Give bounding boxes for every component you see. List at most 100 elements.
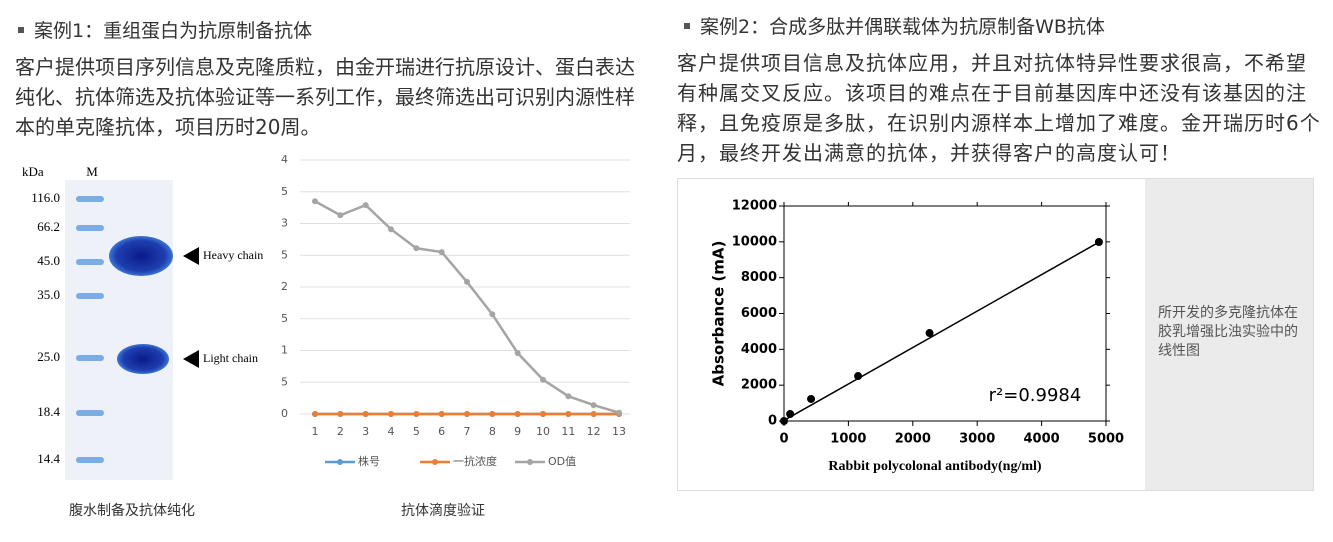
trendline (783, 241, 1100, 422)
point (854, 372, 863, 381)
marker-label: 116.0 (31, 190, 60, 205)
y-tick-label: 5 (281, 312, 288, 325)
point (786, 410, 795, 419)
point (1094, 238, 1103, 247)
bullet (684, 22, 690, 29)
point (312, 411, 318, 417)
point (616, 409, 622, 416)
point (489, 411, 496, 417)
point (438, 411, 445, 417)
x-axis-label: Rabbit polycolonal antibody(ng/ml) (828, 459, 1041, 474)
y-tick-label: 6000 (741, 306, 777, 321)
point (388, 226, 394, 233)
side-text: 所开发的多克隆抗体在胶乳增强比浊实验中的线性图 (1158, 305, 1298, 359)
point (514, 350, 521, 357)
point (337, 212, 344, 219)
light-label: Light chain (203, 351, 258, 365)
x-tick-label: 1 (312, 425, 319, 438)
marker-band (76, 457, 104, 463)
series-line (314, 200, 620, 414)
marker-label: 25.0 (37, 349, 60, 364)
x-tick-label: 8 (489, 425, 496, 438)
lane-label: M (86, 164, 98, 179)
x-tick-label: 10 (536, 425, 550, 438)
legend-swatch (337, 459, 343, 465)
y-tick-label: 0 (281, 407, 288, 420)
point (312, 198, 318, 205)
x-tick-label: 2 (337, 425, 344, 438)
x-tick-label: 1000 (830, 432, 866, 447)
case-title: 案例1：重组蛋白为抗原制备抗体 (18, 16, 312, 43)
x-tick-label: 4 (388, 425, 395, 438)
x-tick-label: 6 (438, 425, 445, 438)
x-tick-label: 9 (514, 425, 521, 438)
arrow (183, 350, 199, 368)
y-tick-label: 2000 (741, 378, 777, 393)
y-tick-label: 5 (281, 185, 288, 198)
y-tick-label: 3 (281, 217, 288, 230)
legend-label: OD值 (548, 455, 576, 468)
y-tick-label: 10000 (732, 234, 777, 249)
scatter-chart: 0 2000 4000 6000 8000 10000 12000 0 1000 2000 3000… (710, 199, 1125, 475)
marker-band (76, 196, 104, 202)
point (362, 202, 369, 209)
point (807, 394, 816, 403)
y-tick-label: 4000 (741, 342, 777, 357)
figure-caption: 抗体滴度验证 (401, 503, 485, 519)
y-tick-label: 2 (281, 280, 288, 293)
x-tick-label: 12 (587, 425, 601, 438)
legend-label: 株号 (358, 454, 380, 468)
y-tick-label: 8000 (741, 270, 777, 285)
point (464, 411, 470, 417)
light-band (117, 344, 169, 374)
marker-label: 18.4 (37, 404, 60, 419)
case-text: 客户提供项目序列信息及克隆质粒，由金开瑞进行抗原设计、蛋白表达纯化、抗体筛选及抗… (15, 55, 635, 139)
point (925, 329, 934, 338)
x-tick-label: 5 (413, 425, 420, 438)
marker-label: 66.2 (37, 219, 60, 234)
point (388, 411, 394, 417)
legend-swatch (432, 459, 438, 465)
figure-caption: 腹水制备及抗体纯化 (69, 503, 195, 519)
marker-label: 45.0 (37, 253, 60, 268)
point (413, 411, 420, 417)
point (780, 417, 788, 425)
bullet (18, 26, 24, 33)
point (337, 411, 344, 417)
point (413, 245, 420, 252)
y-tick-label: 4 (281, 153, 288, 166)
x-tick-label: 3000 (959, 432, 995, 447)
y-axis-label: Absorbance (mA) (710, 241, 728, 387)
x-tick-label: 11 (561, 425, 575, 438)
case-text: 客户提供项目信息及抗体应用，并且对抗体特异性要求很高，不希望有种属交叉反应。该项… (677, 51, 1321, 165)
point (540, 411, 546, 417)
x-tick-label: 0 (779, 432, 788, 447)
marker-band (76, 410, 104, 416)
point (514, 411, 521, 417)
gel-figure: kDa M Heavy chain Light chain 116.0 66.2 4… (22, 164, 263, 480)
x-tick-label: 2000 (895, 432, 931, 447)
marker-label: 35.0 (37, 287, 60, 302)
point (540, 376, 546, 383)
heavy-band (109, 236, 173, 276)
point (590, 411, 597, 417)
point (438, 249, 445, 256)
case-title-text: 案例1：重组蛋白为抗原制备抗体 (34, 20, 313, 42)
case-title: 案例2：合成多肽并偶联载体为抗原制备WB抗体 (684, 12, 1105, 39)
point (362, 411, 369, 417)
marker-band (76, 355, 104, 361)
legend-label: 一抗浓度 (453, 454, 497, 468)
side-panel: 所开发的多克隆抗体在胶乳增强比浊实验中的线性图 (1145, 179, 1313, 490)
marker-band (76, 293, 104, 299)
legend-swatch (527, 459, 533, 465)
y-tick-label: 1 (281, 344, 288, 357)
marker-band (76, 225, 104, 231)
x-tick-label: 7 (464, 425, 471, 438)
point (565, 393, 572, 400)
heavy-label: Heavy chain (203, 248, 263, 262)
x-tick-label: 4000 (1024, 432, 1060, 447)
y-tick-label: 12000 (732, 199, 777, 214)
marker-band (76, 259, 104, 265)
point (565, 411, 572, 417)
